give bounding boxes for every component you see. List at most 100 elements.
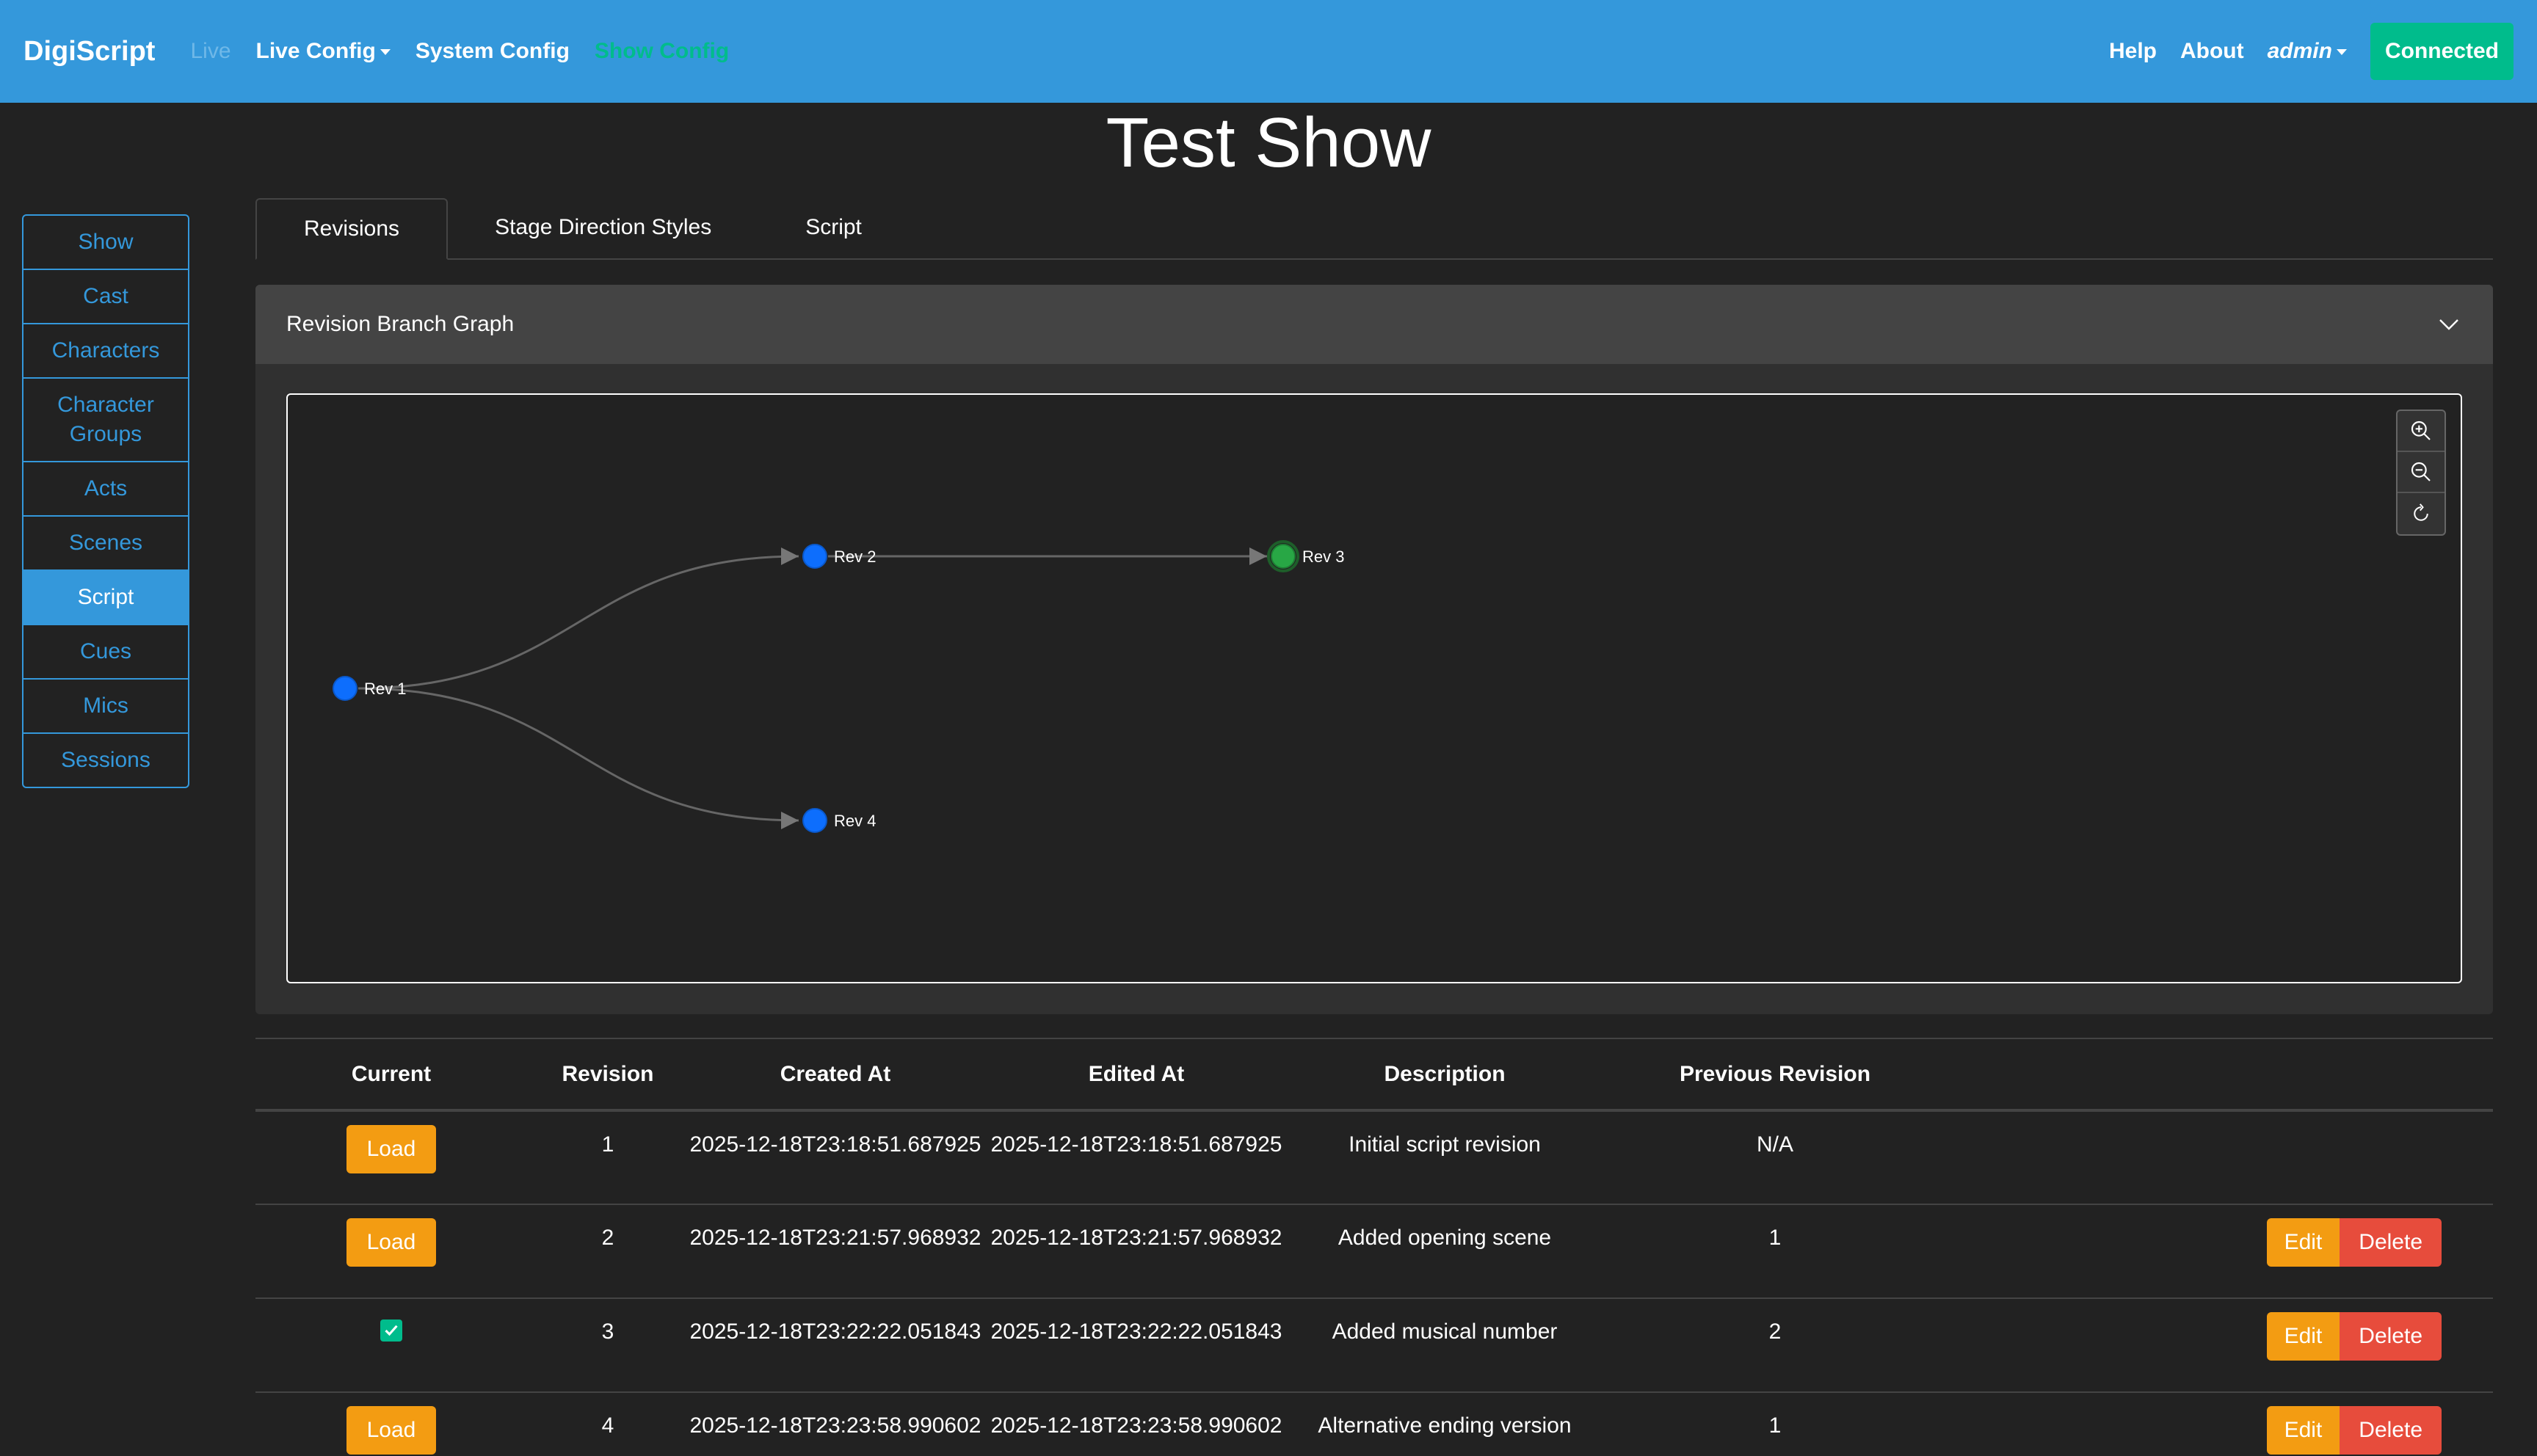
previous-revision-cell: 1 [1599, 1204, 1951, 1299]
zoom-controls [2396, 410, 2446, 536]
tab-stage-direction-styles[interactable]: Stage Direction Styles [495, 215, 712, 239]
column-header: Current [255, 1038, 527, 1112]
reset-view-button[interactable] [2398, 493, 2445, 534]
table-row: 3 2025-12-18T23:22:22.051843 2025-12-18T23… [255, 1298, 2493, 1393]
load-revision-button[interactable]: Load [346, 1125, 437, 1173]
nav-right-group: Help About admin Connected [2109, 23, 2514, 80]
column-header: Created At [689, 1038, 982, 1112]
actions-cell: Edit Delete [1951, 1298, 2493, 1393]
sidebar-item-mics[interactable]: Mics [23, 680, 188, 734]
connection-status-button[interactable]: Connected [2370, 23, 2514, 80]
current-cell: Load [255, 1392, 527, 1456]
zoom-out-button[interactable] [2398, 452, 2445, 493]
previous-revision-cell: 2 [1599, 1298, 1951, 1393]
tab-script[interactable]: Script [805, 215, 862, 239]
nav-live-config-label: Live Config [255, 39, 376, 63]
table-row: Load 1 2025-12-18T23:18:51.687925 2025-12-1… [255, 1110, 2493, 1205]
revision-graph-canvas[interactable]: Rev 1 Rev 2 Rev 3 Rev 4 [286, 393, 2462, 983]
sidebar-item-cues[interactable]: Cues [23, 625, 188, 680]
nav-show-config[interactable]: Show Config [594, 39, 730, 63]
revision-cell: 1 [527, 1110, 689, 1205]
delete-button[interactable]: Delete [2340, 1406, 2442, 1455]
zoom-out-icon [2411, 462, 2431, 481]
sidebar-item-acts[interactable]: Acts [23, 462, 188, 517]
revision-graph-header[interactable]: Revision Branch Graph [255, 285, 2493, 364]
revisions-table-body: Load 1 2025-12-18T23:18:51.687925 2025-12-1… [255, 1110, 2493, 1456]
revision-graph-card: Revision Branch Graph Rev 1 Rev 2 Rev 3 Rev… [255, 285, 2493, 1014]
zoom-in-button[interactable] [2398, 411, 2445, 452]
current-cell: Load [255, 1110, 527, 1205]
table-row: Load 4 2025-12-18T23:23:58.990602 2025-12-1… [255, 1392, 2493, 1456]
nav-system-config[interactable]: System Config [415, 39, 570, 63]
user-menu-label: admin [2267, 39, 2332, 63]
column-header: Previous Revision [1599, 1038, 1951, 1112]
revisions-table: Current Revision Created At Edited At Descri… [255, 1038, 2493, 1456]
check-icon [385, 1325, 398, 1336]
edited-at-cell: 2025-12-18T23:23:58.990602 [982, 1392, 1291, 1456]
revision-cell: 3 [527, 1298, 689, 1393]
graph-node-label: Rev 4 [834, 812, 876, 830]
revision-cell: 4 [527, 1392, 689, 1456]
edited-at-cell: 2025-12-18T23:21:57.968932 [982, 1204, 1291, 1299]
actions-cell [1951, 1110, 2493, 1205]
column-header: Revision [527, 1038, 689, 1112]
current-checkbox[interactable] [380, 1320, 402, 1342]
refresh-icon [2414, 503, 2428, 521]
caret-down-icon [2336, 49, 2347, 56]
page-title: Test Show [1106, 103, 1431, 182]
edit-button[interactable]: Edit [2266, 1218, 2340, 1267]
edit-button[interactable]: Edit [2266, 1406, 2340, 1455]
revision-cell: 2 [527, 1204, 689, 1299]
revision-graph-svg: Rev 1 Rev 2 Rev 3 Rev 4 [333, 540, 1344, 833]
tab-revisions[interactable]: Revisions [255, 198, 449, 260]
nav-about[interactable]: About [2180, 39, 2244, 63]
description-cell: Added musical number [1291, 1298, 1599, 1393]
sidebar-item-character-groups[interactable]: Character Groups [23, 379, 188, 462]
current-cell: Load [255, 1204, 527, 1299]
nav-live-config[interactable]: Live Config [256, 39, 391, 64]
load-revision-button[interactable]: Load [346, 1218, 437, 1267]
sidebar-item-cast[interactable]: Cast [23, 270, 188, 324]
graph-edge [357, 547, 799, 690]
top-navbar: DigiScript Live Live Config System Confi… [0, 0, 2537, 103]
brand-logo[interactable]: DigiScript [23, 35, 156, 67]
revision-graph-title: Revision Branch Graph [286, 312, 515, 336]
graph-node-label: Rev 2 [834, 547, 876, 566]
load-revision-button[interactable]: Load [346, 1406, 437, 1455]
sidebar-item-sessions[interactable]: Sessions [61, 748, 150, 772]
user-menu[interactable]: admin [2268, 39, 2347, 64]
sidebar-item-scenes[interactable]: Scenes [23, 517, 188, 571]
delete-button[interactable]: Delete [2340, 1218, 2442, 1267]
edit-button[interactable]: Edit [2266, 1312, 2340, 1361]
sidebar-item-script[interactable]: Script [23, 571, 188, 625]
nav-live: Live [190, 39, 231, 63]
created-at-cell: 2025-12-18T23:22:22.051843 [689, 1298, 982, 1393]
chevron-down-icon [2439, 319, 2458, 330]
config-sidebar: Show Cast Characters Character Groups Acts Sc… [22, 214, 189, 788]
graph-edge [357, 687, 799, 829]
edited-at-cell: 2025-12-18T23:22:22.051843 [982, 1298, 1291, 1393]
column-header: Edited At [982, 1038, 1291, 1112]
column-header [1951, 1038, 2493, 1112]
created-at-cell: 2025-12-18T23:23:58.990602 [689, 1392, 982, 1456]
table-row: Load 2 2025-12-18T23:21:57.968932 2025-12-1… [255, 1204, 2493, 1299]
created-at-cell: 2025-12-18T23:21:57.968932 [689, 1204, 982, 1299]
description-cell: Added opening scene [1291, 1204, 1599, 1299]
nav-help[interactable]: Help [2108, 39, 2157, 63]
description-cell: Alternative ending version [1291, 1392, 1599, 1456]
column-header: Description [1291, 1038, 1599, 1112]
created-at-cell: 2025-12-18T23:18:51.687925 [689, 1110, 982, 1205]
graph-node-rev-4[interactable]: Rev 4 [802, 808, 876, 833]
graph-node-rev-3[interactable]: Rev 3 [1267, 540, 1344, 572]
previous-revision-cell: 1 [1599, 1392, 1951, 1456]
zoom-in-icon [2411, 421, 2431, 440]
graph-node-label: Rev 1 [364, 680, 406, 698]
graph-node-rev-2[interactable]: Rev 2 [802, 544, 876, 569]
graph-node-rev-1[interactable]: Rev 1 [333, 676, 406, 701]
edited-at-cell: 2025-12-18T23:18:51.687925 [982, 1110, 1291, 1205]
sidebar-item-characters[interactable]: Characters [23, 324, 188, 379]
config-tabs: Revisions Stage Direction Styles Script [255, 198, 2493, 260]
caret-down-icon [380, 49, 391, 56]
delete-button[interactable]: Delete [2340, 1312, 2442, 1361]
sidebar-item-show[interactable]: Show [23, 216, 188, 270]
